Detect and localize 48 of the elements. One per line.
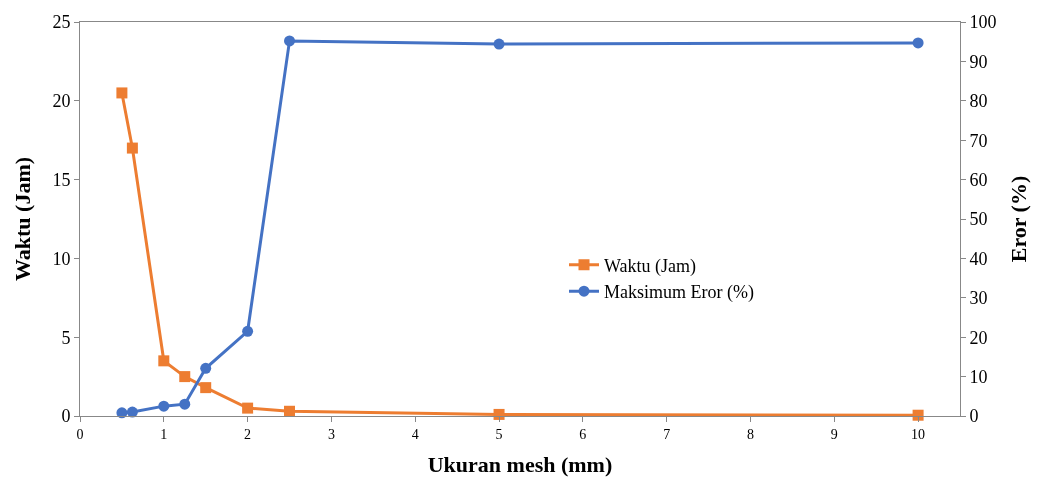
y2-tick-label: 50 xyxy=(969,209,988,230)
x-tick-label: 2 xyxy=(244,426,252,442)
x-tick-label: 8 xyxy=(746,426,754,442)
x-tick-label: 4 xyxy=(411,426,419,442)
point xyxy=(242,325,254,337)
y-axis-title: Waktu (Jam) xyxy=(10,156,36,282)
y-tick-label: 20 xyxy=(52,91,71,112)
x-axis-title: Ukuran mesh (mm) xyxy=(427,451,613,477)
y2-tick-label: 20 xyxy=(969,327,988,348)
x-tick-label: 10 xyxy=(911,426,926,442)
point xyxy=(179,371,191,383)
x-tick-label: 3 xyxy=(327,426,335,442)
y2-axis-title: Eror (%) xyxy=(1006,175,1032,263)
legend-label: Waktu (Jam) xyxy=(604,255,697,277)
x-tick-label: 7 xyxy=(663,426,671,442)
y2-tick-label: 40 xyxy=(969,248,988,269)
point xyxy=(126,406,138,418)
point xyxy=(158,400,170,412)
x-tick-label: 9 xyxy=(830,426,838,442)
x-tick-label: 1 xyxy=(160,426,168,442)
x-tick-label: 6 xyxy=(579,426,587,442)
point xyxy=(200,362,212,374)
y2-tick-label: 70 xyxy=(969,130,988,151)
point xyxy=(126,142,138,154)
point xyxy=(158,355,170,367)
y-tick-label: 10 xyxy=(52,248,71,269)
legend-label: Maksimum Eror (%) xyxy=(604,282,754,304)
y-tick-label: 15 xyxy=(52,169,71,190)
x-tick-label: 5 xyxy=(495,426,503,442)
y2-tick-label: 100 xyxy=(969,12,997,33)
y-tick-label: 0 xyxy=(61,406,71,427)
x-tick-label: 0 xyxy=(76,426,84,442)
y2-tick-label: 90 xyxy=(969,51,988,72)
y2-tick-label: 80 xyxy=(969,91,988,112)
point xyxy=(200,382,212,394)
y2-tick-label: 60 xyxy=(969,169,988,190)
point xyxy=(116,87,128,99)
point xyxy=(284,405,296,417)
point xyxy=(912,37,924,49)
y2-tick-label: 30 xyxy=(969,288,988,309)
y-tick-label: 25 xyxy=(52,12,71,33)
point xyxy=(284,35,296,47)
point xyxy=(242,402,254,414)
point xyxy=(179,398,191,410)
y-tick-label: 5 xyxy=(61,327,71,348)
y2-tick-label: 10 xyxy=(969,366,988,387)
y2-tick-label: 0 xyxy=(969,406,979,427)
point xyxy=(493,38,505,50)
